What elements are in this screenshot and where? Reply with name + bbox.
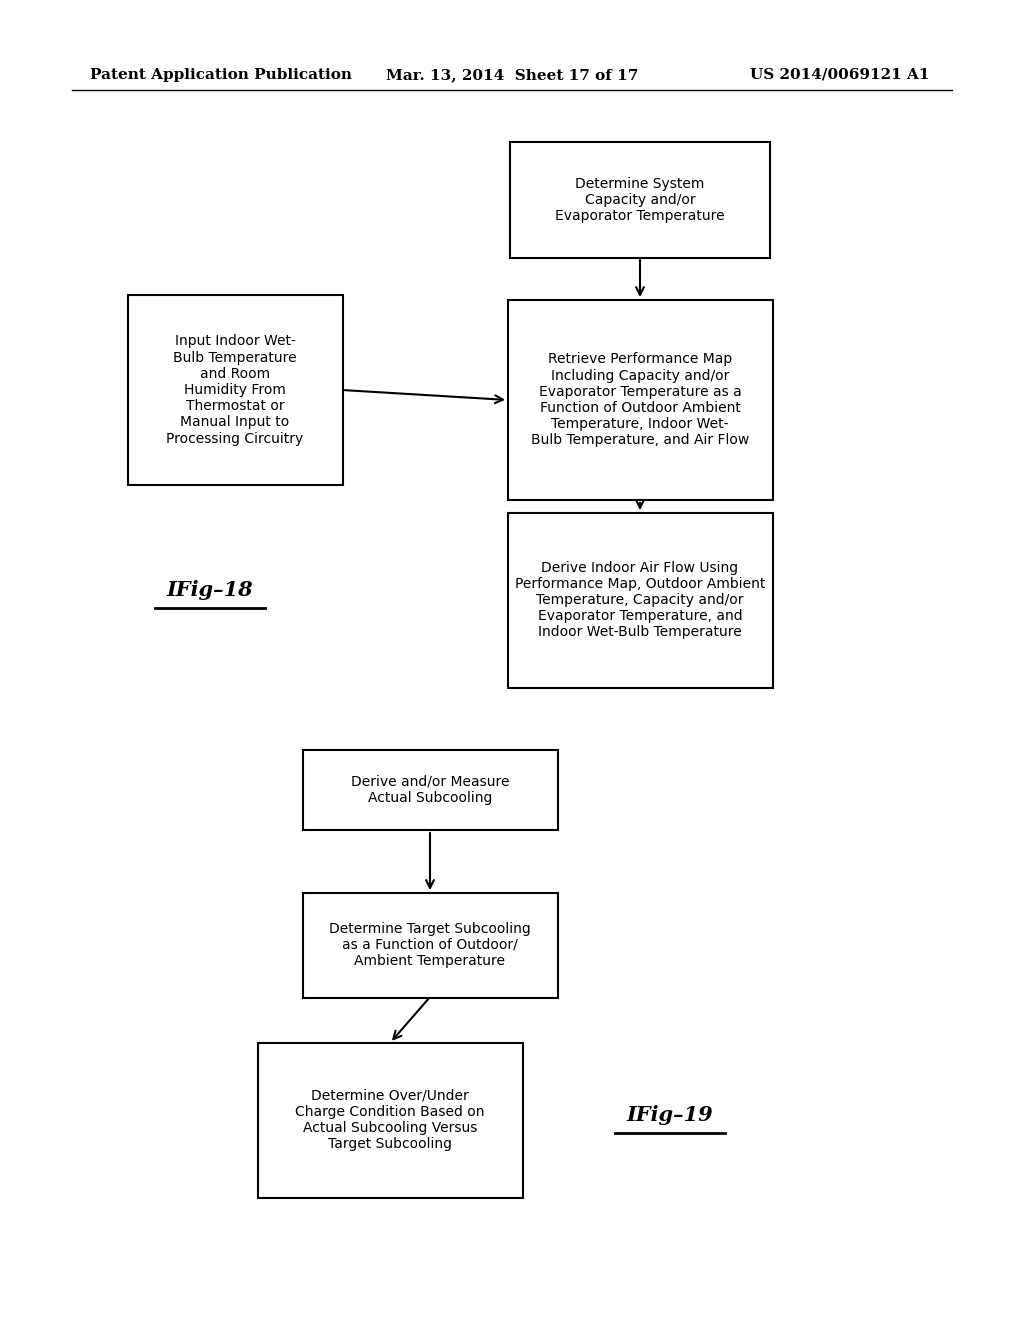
Text: IFig–19: IFig–19	[627, 1105, 714, 1125]
Bar	[257, 1043, 522, 1197]
Text: Derive Indoor Air Flow Using
Performance Map, Outdoor Ambient
Temperature, Capac: Derive Indoor Air Flow Using Performance…	[515, 561, 765, 639]
Text: IFig–18: IFig–18	[167, 579, 253, 601]
Text: Patent Application Publication: Patent Application Publication	[90, 69, 352, 82]
Bar	[508, 512, 772, 688]
Text: Mar. 13, 2014  Sheet 17 of 17: Mar. 13, 2014 Sheet 17 of 17	[386, 69, 638, 82]
Text: Input Indoor Wet-
Bulb Temperature
and Room
Humidity From
Thermostat or
Manual I: Input Indoor Wet- Bulb Temperature and R…	[166, 334, 304, 446]
Bar	[508, 300, 772, 500]
Text: US 2014/0069121 A1: US 2014/0069121 A1	[751, 69, 930, 82]
Text: Determine System
Capacity and/or
Evaporator Temperature: Determine System Capacity and/or Evapora…	[555, 177, 725, 223]
Bar	[302, 892, 557, 998]
Text: Determine Over/Under
Charge Condition Based on
Actual Subcooling Versus
Target S: Determine Over/Under Charge Condition Ba…	[295, 1089, 484, 1151]
Text: Derive and/or Measure
Actual Subcooling: Derive and/or Measure Actual Subcooling	[351, 775, 509, 805]
Bar	[510, 143, 770, 257]
Bar	[302, 750, 557, 830]
Text: Retrieve Performance Map
Including Capacity and/or
Evaporator Temperature as a
F: Retrieve Performance Map Including Capac…	[530, 352, 750, 447]
Bar	[128, 294, 342, 484]
Text: Determine Target Subcooling
as a Function of Outdoor/
Ambient Temperature: Determine Target Subcooling as a Functio…	[329, 921, 530, 968]
